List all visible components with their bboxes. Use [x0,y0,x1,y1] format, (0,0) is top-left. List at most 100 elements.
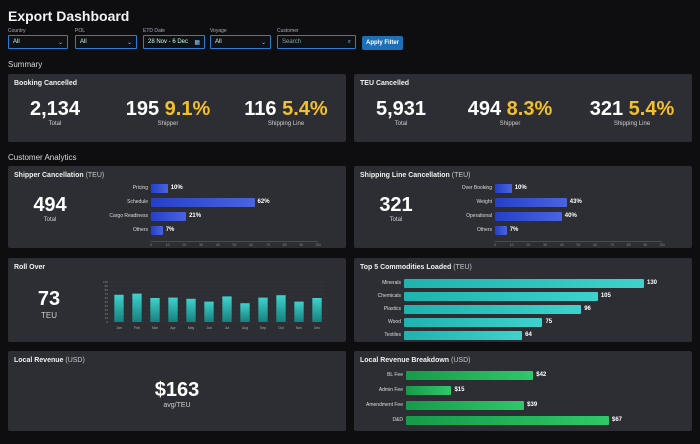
chevron-down-icon: ⌄ [260,39,266,46]
shipper-cancellation-card: Shipper Cancellation (TEU) 494 Total Pri… [8,166,346,248]
y-tick-label: 20 [105,312,109,316]
bar-row: BL Fee $42 [387,371,609,380]
voyage-select[interactable]: All ⌄ [210,35,271,49]
metric-value: 321 [589,98,624,120]
calendar-icon: ▦ [194,39,200,46]
tick-label: 10 [509,243,514,247]
category-label: Plastics [383,306,401,312]
value-label: $15 [454,387,465,393]
y-tick-label: 60 [105,296,109,300]
booking-line-metric: 116 5.4% Shipping Line [236,98,336,127]
card-unit: (TEU) [453,264,472,271]
value-label: 105 [600,293,611,299]
tick-label: 30 [199,243,204,247]
month-bar [132,293,142,322]
card-unit: (TEU) [451,172,471,179]
card-title: Top 5 Commodities Loaded [360,264,452,271]
customer-label: Customer [277,28,299,34]
x-tick-label: Oct [278,326,283,330]
metric-value: 494 [467,98,502,120]
x-tick-label: Feb [134,326,140,330]
x-tick-label: Jul [225,326,230,330]
data-bar [495,198,567,207]
value-label: 10% [514,185,527,191]
tick-label: 20 [526,243,531,247]
x-axis [495,241,662,242]
tick-label: 0 [494,243,496,247]
card-title: Shipping Line Cancellation [360,172,450,179]
category-label: Minerals [382,280,401,286]
voyage-filter: Voyage All ⌄ [210,28,271,49]
pol-select[interactable]: All ⌄ [75,35,137,49]
category-label: D&D [392,417,403,423]
card-title: Booking Cancelled [14,80,78,87]
country-value: All [13,39,20,45]
metric-caption: Total [394,121,408,127]
value-label: 7% [509,227,519,233]
metric-caption: Shipper [157,121,179,127]
metric-caption: Total [43,217,57,223]
booking-total-metric: 2,134 Total [26,98,84,127]
y-tick-label: 50 [105,300,109,304]
card-title: TEU Cancelled [360,80,410,87]
metric-caption: TEU [41,311,57,320]
roll-over-metric: 73 TEU [24,288,74,320]
card-unit: (USD) [65,357,85,364]
value-label: $42 [536,372,547,378]
tick-label: 80 [626,243,631,247]
line-cancellation-chart: Over Booking 10% Weight 43% Operational 40% Ot… [462,184,665,247]
category-label: Schedule [127,199,148,205]
data-bar [406,401,525,410]
bar-row: Weight 43% [477,198,662,207]
customer-placeholder: Search [282,39,302,45]
value-label: $39 [527,402,538,408]
chevron-down-icon: ⌄ [57,39,63,46]
metric-percent: 5.4% [282,98,328,120]
x-tick-label: Dec [314,326,320,330]
card-unit: (TEU) [85,172,105,179]
tick-label: 50 [232,243,237,247]
x-tick-label: Jun [206,326,212,330]
country-select[interactable]: All ⌄ [8,35,68,49]
value-label: 130 [647,280,658,286]
bar-row: D&D $67 [392,416,622,425]
tick-label: 40 [559,243,564,247]
tick-label: 50 [576,243,581,247]
metric-value: 195 [125,98,160,120]
tick-label: 60 [593,243,598,247]
x-tick-label: Sep [260,326,266,330]
bar-row: Chemicals 105 [378,292,644,301]
metric-percent: 5.4% [628,98,675,120]
data-bar [151,226,163,235]
line-cancellation-card: Shipping Line Cancellation (TEU) 321 Tot… [354,166,692,248]
data-bar [404,305,582,314]
bar-row: Admin Fee $15 [379,386,609,395]
tick-label: 20 [182,243,187,247]
month-bar [168,297,178,322]
country-filter: Country All ⌄ [8,28,68,49]
card-unit: (USD) [451,357,471,364]
data-bar [495,226,507,235]
value-label: 10% [170,185,183,191]
commodities-card: Top 5 Commodities Loaded (TEU) Minerals 1… [354,258,692,342]
card-title: Local Revenue Breakdown [360,357,450,364]
metric-value: 321 [379,194,413,216]
etd-date-picker[interactable]: 28 Nov - 6 Dec ▦ [143,35,205,49]
customer-search-input[interactable]: Search ⌕ [277,35,356,49]
metric-caption: Shipper [499,121,521,127]
apply-filter-button[interactable]: Apply Filter [362,36,403,50]
category-label: Operational [466,213,492,219]
metric-percent: 8.3% [506,98,553,120]
card-title: Shipper Cancellation [14,172,84,179]
chevron-down-icon: ⌄ [126,39,132,46]
pol-filter: POL All ⌄ [75,28,137,49]
y-tick-label: 30 [105,308,109,312]
commodities-chart: Minerals 130 Chemicals 105 Plastics 96 Wood 75 T… [378,279,657,340]
value-label: 64 [525,332,532,338]
tick-label: 80 [282,243,287,247]
customer-filter: Customer Search ⌕ [277,28,356,49]
month-bar [114,294,124,322]
value-label: 40% [564,213,577,219]
data-bar [404,279,644,288]
